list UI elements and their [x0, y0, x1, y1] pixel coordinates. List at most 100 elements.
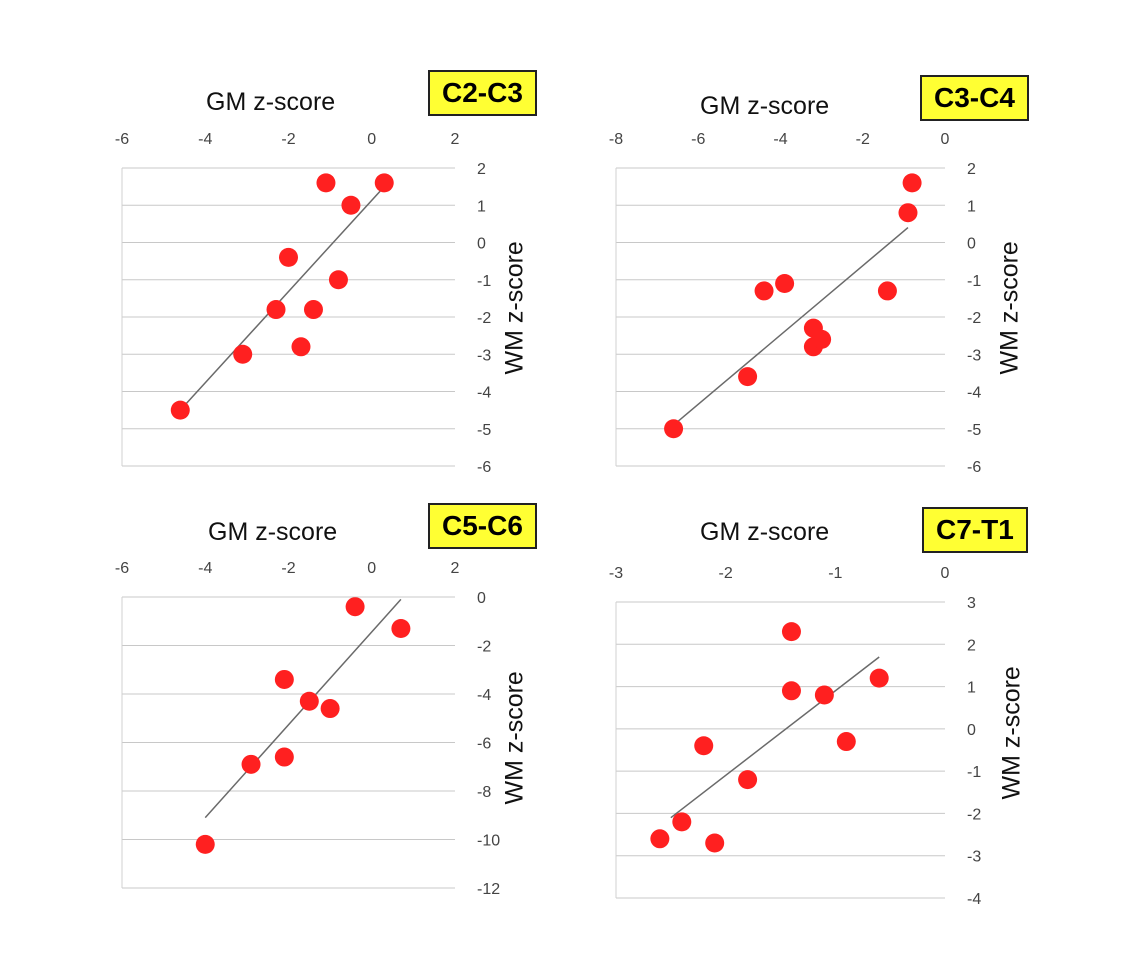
x-tick-label: 0: [367, 131, 376, 148]
data-point: [650, 829, 670, 849]
y-tick-label: 1: [477, 198, 486, 215]
y-tick-label: -10: [477, 833, 500, 850]
x-axis-title: GM z-score: [700, 518, 830, 546]
y-tick-label: -2: [967, 806, 981, 823]
data-point: [299, 691, 319, 711]
data-point: [672, 812, 692, 832]
x-tick-label: -6: [115, 560, 129, 577]
x-tick-label: 0: [367, 560, 376, 577]
y-tick-label: -6: [477, 459, 491, 476]
data-point: [233, 344, 253, 364]
y-tick-label: -6: [967, 459, 981, 476]
y-tick-label: -5: [477, 422, 491, 439]
y-tick-label: 0: [477, 590, 486, 607]
data-point: [274, 747, 294, 767]
x-tick-label: -4: [198, 560, 212, 577]
x-axis-title: GM z-score: [700, 92, 830, 120]
data-point: [781, 622, 801, 642]
data-point: [303, 300, 323, 320]
data-point: [738, 367, 758, 387]
data-point: [877, 281, 897, 301]
data-point: [738, 770, 758, 790]
data-point: [274, 669, 294, 689]
y-tick-label: 0: [967, 236, 976, 253]
x-tick-label: -2: [719, 565, 733, 582]
y-tick-label: -2: [477, 310, 491, 327]
y-tick-label: -4: [967, 385, 981, 402]
x-tick-label: 2: [451, 560, 460, 577]
y-tick-label: 0: [477, 236, 486, 253]
trendline: [670, 656, 880, 819]
x-tick-label: -1: [828, 565, 842, 582]
data-point: [754, 281, 774, 301]
data-point: [320, 699, 340, 719]
trendline: [204, 598, 402, 819]
chart-title-badge: C2-C3: [428, 70, 537, 116]
trendline: [673, 227, 909, 426]
y-tick-label: 1: [967, 198, 976, 215]
y-tick-label: 2: [477, 161, 486, 178]
x-axis-title: GM z-score: [206, 88, 336, 116]
y-tick-label: -1: [967, 273, 981, 290]
y-tick-label: -4: [477, 385, 491, 402]
data-point: [898, 203, 918, 223]
x-tick-label: -4: [773, 131, 787, 148]
y-axis-title: WM z-score: [997, 666, 1026, 800]
data-point: [291, 337, 311, 357]
x-tick-label: -4: [198, 131, 212, 148]
data-point: [694, 736, 714, 756]
x-tick-label: 0: [941, 131, 950, 148]
data-point: [781, 681, 801, 701]
data-point: [391, 619, 411, 639]
data-point: [869, 668, 889, 688]
y-tick-label: 2: [967, 637, 976, 654]
x-axis-title: GM z-score: [208, 518, 338, 546]
y-tick-label: 3: [967, 595, 976, 612]
data-point: [195, 834, 215, 854]
chart-title-badge: C3-C4: [920, 75, 1029, 121]
trendline: [179, 186, 385, 411]
y-tick-label: -2: [477, 639, 491, 656]
data-point: [328, 270, 348, 290]
data-point: [316, 173, 336, 193]
y-tick-label: 0: [967, 722, 976, 739]
y-tick-label: 2: [967, 161, 976, 178]
x-tick-label: -8: [609, 131, 623, 148]
data-point: [170, 400, 190, 420]
y-tick-label: -3: [967, 849, 981, 866]
data-point: [705, 833, 725, 853]
y-tick-label: -6: [477, 736, 491, 753]
x-tick-label: 0: [941, 565, 950, 582]
data-point: [374, 173, 394, 193]
y-tick-label: -4: [477, 687, 491, 704]
data-point: [341, 195, 361, 215]
x-tick-label: -2: [281, 560, 295, 577]
x-tick-label: -2: [281, 131, 295, 148]
data-point: [814, 685, 834, 705]
data-point: [902, 173, 922, 193]
y-tick-label: -12: [477, 881, 500, 898]
x-tick-label: -6: [691, 131, 705, 148]
y-tick-label: -8: [477, 784, 491, 801]
y-tick-label: -5: [967, 422, 981, 439]
chart-title-badge: C7-T1: [922, 507, 1028, 553]
data-point: [345, 597, 365, 617]
x-tick-label: -2: [856, 131, 870, 148]
y-tick-label: 1: [967, 680, 976, 697]
y-tick-label: -1: [477, 273, 491, 290]
data-point: [664, 419, 684, 439]
chart-title-badge: C5-C6: [428, 503, 537, 549]
data-point: [775, 273, 795, 293]
y-tick-label: -3: [477, 347, 491, 364]
data-point: [836, 732, 856, 752]
x-tick-label: 2: [451, 131, 460, 148]
y-tick-label: -4: [967, 891, 981, 908]
